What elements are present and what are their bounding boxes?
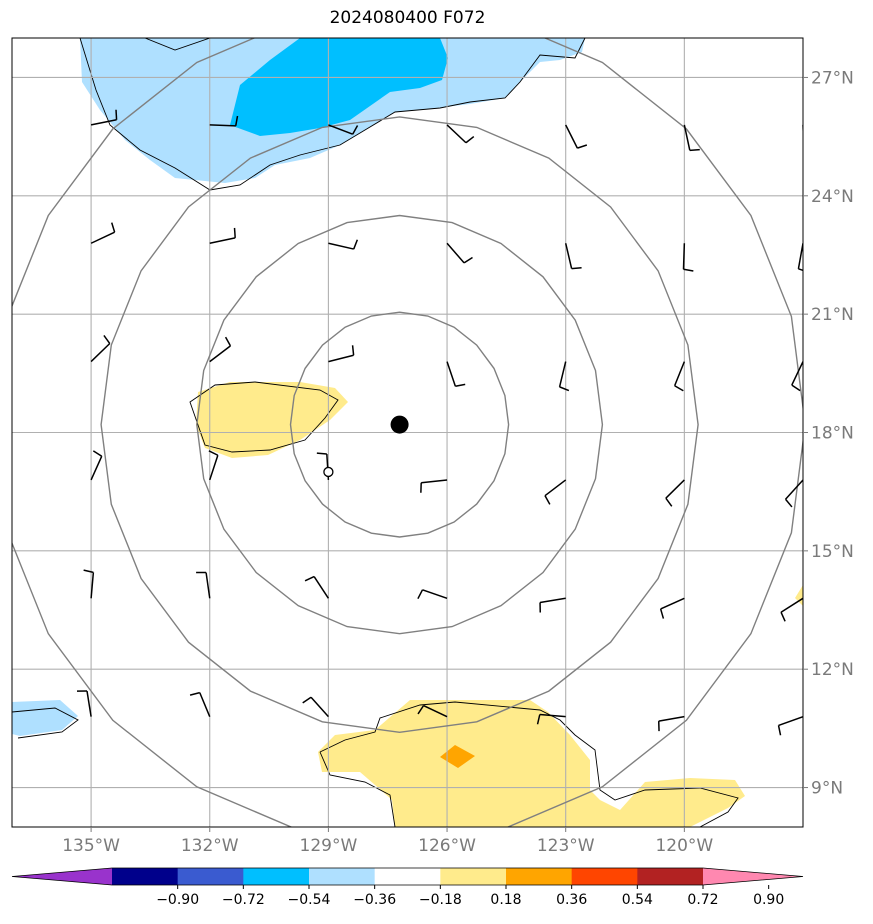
colorbar-bin <box>506 868 573 885</box>
wind-barb <box>682 243 694 272</box>
wind-barb <box>76 690 92 717</box>
range-ring <box>289 311 510 538</box>
storm-center-marker <box>390 415 409 434</box>
wind-barb <box>328 345 355 363</box>
colorbar-bin <box>112 868 179 885</box>
range-ring <box>12 38 803 827</box>
colorbar-bin <box>309 868 376 885</box>
colorbar-outline <box>11 867 804 886</box>
range-ring <box>100 116 699 734</box>
wind-barb <box>302 696 329 718</box>
wind-barb <box>777 715 803 736</box>
lon-tick-label: 132°W <box>181 836 239 856</box>
wind-barb <box>90 109 118 126</box>
colorbar-extend-high <box>703 868 803 885</box>
colorbar-bin <box>637 868 704 885</box>
wind-barb <box>208 450 219 481</box>
wind-barb <box>90 450 103 481</box>
lat-tick-label: 18°N <box>811 424 854 444</box>
colorbar-tick-label: −0.90 <box>156 892 199 908</box>
latitude-axis: 9°N 12°N 15°N 18°N 21°N 24°N 27°N <box>803 68 854 799</box>
wind-barb <box>90 222 116 244</box>
wind-barb <box>417 589 448 600</box>
wind-barb <box>328 239 359 250</box>
wind-barb <box>209 336 232 363</box>
contour-lines <box>12 38 739 827</box>
lon-tick-label: 120°W <box>655 836 713 856</box>
colorbar-tick-label: −0.18 <box>419 892 462 908</box>
wind-barb <box>196 571 211 599</box>
colorbar-tick-label: 0.18 <box>490 892 521 908</box>
colorbar-tick-label: −0.54 <box>288 892 331 908</box>
wind-barb <box>780 597 803 622</box>
wind-barbs <box>76 109 803 736</box>
positive-anomaly-area <box>795 585 803 606</box>
lat-tick-label: 15°N <box>811 542 854 562</box>
range-ring <box>196 214 604 635</box>
wind-barb <box>209 115 239 127</box>
secondary-center-marker <box>323 466 334 478</box>
colorbar-bin <box>571 868 638 885</box>
wind-barb <box>657 715 685 732</box>
colorbar-tick-label: −0.36 <box>353 892 396 908</box>
colorbar-tick-label: −0.72 <box>222 892 265 908</box>
colorbar-tick-label: 0.90 <box>753 892 784 908</box>
colorbar-tick-label: 0.72 <box>687 892 718 908</box>
colorbar-bin <box>374 868 441 885</box>
lon-tick-label: 126°W <box>418 836 476 856</box>
lat-tick-label: 21°N <box>811 305 854 325</box>
wind-barb <box>565 124 588 149</box>
wind-barb <box>544 479 567 505</box>
strong-positive-anomaly-area <box>440 745 475 768</box>
wind-barb <box>83 569 95 599</box>
wind-barb <box>304 575 330 599</box>
colorbar-bin <box>440 868 507 885</box>
wind-barb <box>417 704 448 718</box>
wind-barb <box>558 361 570 392</box>
positive-anomaly-area <box>196 382 348 458</box>
lat-lon-grid <box>12 38 803 827</box>
wind-barb <box>791 361 803 392</box>
negative-anomaly-area <box>12 700 78 736</box>
colorbar-extend-low <box>12 868 112 885</box>
shaded-field-layer <box>12 38 803 827</box>
range-rings <box>12 38 803 827</box>
colorbar-tick-label: 0.54 <box>622 892 653 908</box>
lat-tick-label: 12°N <box>811 660 854 680</box>
map-title: 2024080400 F072 <box>329 8 486 28</box>
colorbar-bin <box>177 868 244 885</box>
colorbar-bin <box>243 868 310 885</box>
wind-barb <box>446 361 466 387</box>
wind-barb <box>665 479 685 507</box>
wind-barb <box>446 242 473 264</box>
lat-tick-label: 24°N <box>811 187 854 207</box>
wind-barb <box>539 597 566 613</box>
wind-barb <box>802 124 803 145</box>
wind-barb <box>420 479 448 493</box>
strong-negative-anomaly-area <box>230 38 448 136</box>
wind-barb <box>564 243 582 270</box>
positive-anomaly-area <box>318 700 745 827</box>
colorbar: −0.90 −0.72 −0.54 −0.36 −0.18 0.18 0.36 0.54 0.7… <box>11 867 804 908</box>
map-plot-area <box>12 38 803 827</box>
wind-barb <box>797 243 803 272</box>
wind-barb <box>90 334 111 363</box>
lon-tick-label: 135°W <box>62 836 120 856</box>
longitude-axis: 135°W 132°W 129°W 126°W 123°W 120°W <box>62 827 713 856</box>
wind-barb <box>784 479 803 508</box>
wind-barb <box>673 361 686 392</box>
wind-barb <box>328 124 359 135</box>
wind-barb <box>209 227 236 244</box>
wind-barb <box>446 124 475 144</box>
lon-tick-label: 123°W <box>537 836 595 856</box>
wind-barb <box>683 124 700 152</box>
colorbar-tick-label: 0.36 <box>556 892 587 908</box>
lat-tick-label: 9°N <box>811 779 843 799</box>
wind-barb <box>189 691 211 717</box>
lat-tick-label: 27°N <box>811 68 854 88</box>
wind-barb <box>536 713 566 725</box>
wind-barb <box>659 597 685 619</box>
lon-tick-label: 129°W <box>300 836 358 856</box>
